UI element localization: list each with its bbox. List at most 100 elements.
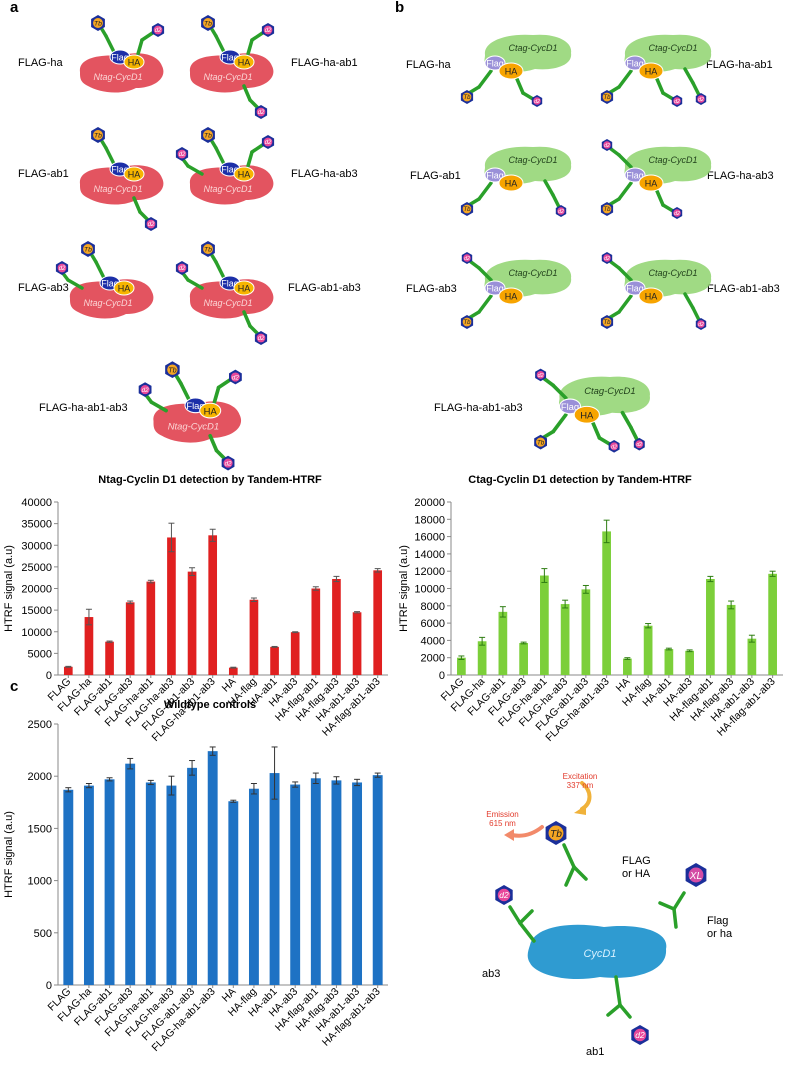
- bar-FLAG-ha-ab3: [560, 604, 570, 675]
- ha-tag: [638, 287, 664, 305]
- chart-title-ntag: Ntag-Cyclin D1 detection by Tandem-HTRF: [98, 474, 322, 486]
- construct-label-a-7: FLAG-ha-ab1-ab3: [39, 402, 128, 414]
- ha-tag: [123, 54, 145, 70]
- anti-flag-antibody-arm: [467, 197, 481, 207]
- scheme-emission-label: Emission 615 nm: [486, 810, 519, 828]
- anti-ha-antibody: [515, 77, 525, 95]
- d2-acceptor: [263, 137, 273, 147]
- flag-tag-label: Flag: [486, 284, 504, 294]
- anti-ab1-antibody: [683, 67, 695, 85]
- anti-ha-antibody: [655, 189, 665, 207]
- flag-tag-label: Flag: [626, 59, 644, 69]
- d2-acceptor-label: d2: [534, 99, 540, 105]
- d2-acceptor-label: d2: [148, 222, 155, 228]
- panel-letter-c: c: [10, 678, 19, 695]
- construct-label-b-5: FLAG-ab3: [406, 283, 457, 295]
- bar-FLAG-ha: [84, 617, 94, 675]
- d2-acceptor: [177, 149, 187, 159]
- bar-FLAG-ab3: [519, 642, 528, 675]
- d2-acceptor-label: d2: [225, 460, 232, 467]
- panel-letter-b: b: [395, 0, 405, 16]
- xl-antibody-arm: [672, 907, 678, 929]
- d2-acceptor-label: d2: [636, 442, 642, 448]
- d2-acceptor-label: d2: [698, 322, 704, 328]
- anti-ha-antibody: [655, 77, 665, 95]
- anti-ab1-antibody-arm: [214, 448, 227, 461]
- scheme-excitation-label: Excitation 337 nm: [562, 772, 598, 790]
- anti-ab1-antibody: [208, 433, 219, 453]
- d2-acceptor: [256, 333, 266, 343]
- ha-tag: [638, 62, 664, 80]
- bar-HA-flag: [643, 625, 653, 675]
- ab3-antibody-arm: [508, 905, 522, 925]
- protein-label: Ntag-CycD1: [203, 72, 252, 82]
- protein-label: Ctag-CycD1: [648, 155, 697, 165]
- bar-HA-flag: [249, 599, 259, 675]
- bar-HA-flag-ab1: [310, 778, 321, 985]
- flag-tag: [484, 280, 506, 296]
- ha-tag-label: HA: [505, 179, 518, 189]
- y-tick-label: 12000: [414, 566, 445, 578]
- anti-ab3-antibody: [186, 164, 204, 176]
- bar-FLAG-ha-ab3: [167, 537, 176, 675]
- bar-FLAG: [63, 789, 74, 985]
- anti-flag-antibody: [477, 181, 493, 201]
- anti-ab1-antibody: [620, 410, 633, 430]
- bar-FLAG-ab1-ab3: [187, 767, 198, 985]
- anti-ab3-antibody-arm: [469, 260, 481, 270]
- terbium-donor-label: Tb: [464, 320, 472, 326]
- d2-acceptor: [536, 370, 545, 379]
- ha-tag-label: HA: [118, 284, 131, 294]
- donor-antibody-arm: [572, 865, 588, 881]
- bar-FLAG-ha-ab3: [166, 785, 177, 985]
- anti-ab1-antibody: [132, 196, 142, 214]
- anti-flag-antibody: [551, 412, 568, 434]
- anti-ab1-antibody: [543, 179, 555, 197]
- construct-label-a-4: FLAG-ha-ab3: [291, 168, 358, 180]
- y-tick-label: 500: [34, 928, 52, 940]
- anti-flag-antibody: [214, 34, 226, 54]
- anti-ab1-antibody-arm: [691, 306, 701, 322]
- anti-flag-antibody: [94, 260, 106, 280]
- anti-ha-antibody: [591, 421, 602, 440]
- cyclin-protein: [624, 259, 712, 297]
- construct-label-a-3: FLAG-ab1: [18, 168, 69, 180]
- ha-tag: [573, 405, 600, 424]
- anti-ha-antibody-arm: [521, 91, 535, 101]
- scheme-tb-donor: [548, 825, 564, 841]
- d2-acceptor: [263, 25, 273, 35]
- scheme-flag-ha-xl-label: Flag or ha: [707, 915, 733, 940]
- anti-flag-antibody-arm: [607, 197, 621, 207]
- y-tick-label: 0: [46, 670, 52, 682]
- terbium-donor: [462, 92, 472, 102]
- terbium-donor-label: Tb: [204, 247, 212, 254]
- bar-FLAG-ha-ab1: [540, 575, 549, 675]
- anti-flag-antibody: [214, 260, 226, 280]
- y-tick-label: 16000: [414, 532, 445, 544]
- ha-tag: [498, 287, 524, 305]
- bar-HA-ab1: [270, 646, 279, 675]
- y-tick-label: 2000: [28, 771, 52, 783]
- bar-HA-flag: [248, 788, 259, 985]
- protein-label: Ctag-CycD1: [508, 155, 557, 165]
- terbium-donor-label: Tb: [204, 133, 212, 140]
- y-tick-label: 25000: [21, 562, 52, 574]
- anti-flag-antibody-arm: [467, 85, 481, 95]
- bar-HA-ab1: [664, 649, 674, 675]
- flag-tag-label: Flag: [561, 402, 579, 413]
- bar-FLAG-ha-ab1: [145, 782, 156, 985]
- bar-FLAG-ha-ab1-ab3: [602, 531, 611, 675]
- scheme-cycd1-protein: [527, 924, 667, 980]
- y-axis-label: HTRF signal (a.u): [3, 811, 15, 898]
- ab1-antibody-arm: [618, 1003, 632, 1019]
- htrf-scheme-diagram: Tb XL CycD1 d2 d2: [495, 781, 707, 1045]
- d2-acceptor-label: d2: [232, 374, 239, 381]
- emission-arrow: [510, 825, 544, 838]
- d2-acceptor-label: d2: [142, 387, 149, 394]
